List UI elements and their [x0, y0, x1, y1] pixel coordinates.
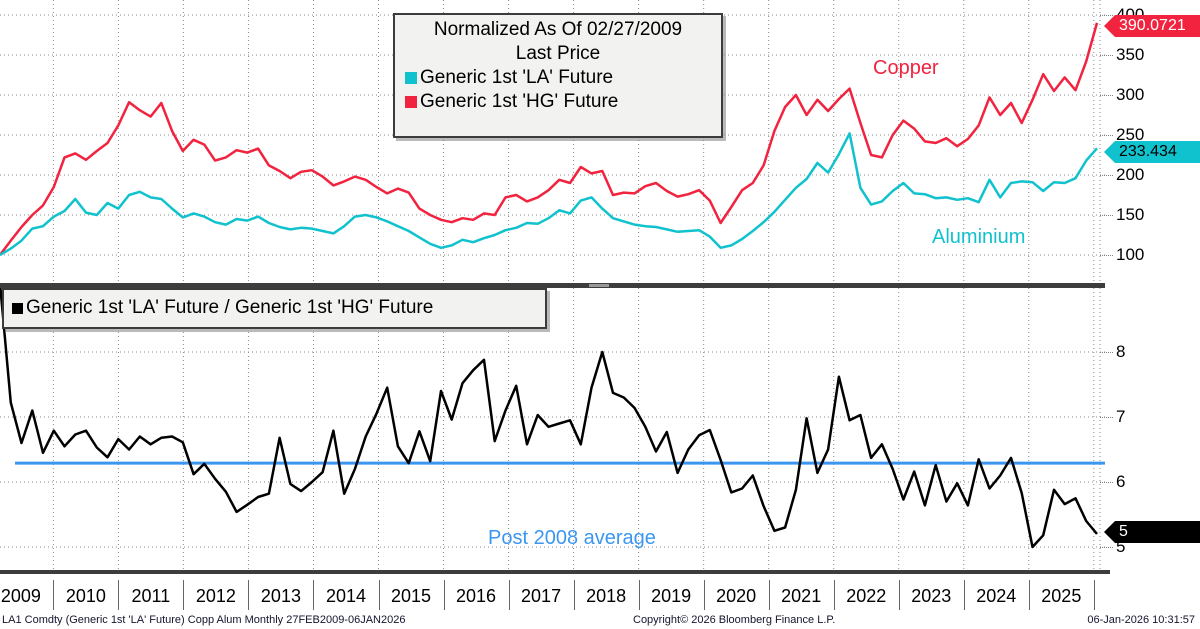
legend-item-la-future[interactable]: Generic 1st 'LA' Future [399, 66, 717, 90]
legend-item-hg-future[interactable]: Generic 1st 'HG' Future [399, 90, 717, 114]
y-axis-label: 200 [1116, 165, 1144, 185]
ratio-panel-legend[interactable]: Generic 1st 'LA' Future / Generic 1st 'H… [2, 288, 547, 329]
x-axis-year-separator [639, 580, 640, 610]
y-axis-tick [1100, 135, 1113, 136]
x-axis-year-label: 2024 [966, 586, 1026, 607]
y-axis-label: 8 [1116, 342, 1125, 362]
y-axis-tick [1100, 55, 1113, 56]
x-axis-year-separator [118, 580, 119, 610]
x-axis-year-label: 2017 [511, 586, 571, 607]
x-axis-year-label: 2019 [641, 586, 701, 607]
y-axis-tick [1100, 175, 1113, 176]
x-axis-year-label: 2023 [901, 586, 961, 607]
x-axis-year-label: 2020 [706, 586, 766, 607]
y-axis-tick [1100, 482, 1113, 483]
x-axis-year-label: 2022 [836, 586, 896, 607]
x-axis-year-label: 2015 [381, 586, 441, 607]
x-axis-year-separator [444, 580, 445, 610]
copper-last-price-tag: 390.0721 [1104, 15, 1200, 37]
legend-label-hg: Generic 1st 'HG' Future [420, 90, 618, 114]
ratio-series-swatch-icon [12, 303, 23, 314]
panel-divider-grip[interactable] [589, 284, 609, 287]
footer-bar: LA1 Comdty (Generic 1st 'LA' Future) Cop… [0, 614, 1200, 629]
y-axis-label: 150 [1116, 205, 1144, 225]
x-axis-year-label: 2016 [446, 586, 506, 607]
footer-copyright: Copyright© 2026 Bloomberg Finance L.P. [633, 614, 835, 626]
x-axis-year-label: 2021 [771, 586, 831, 607]
x-axis-year-separator [1029, 580, 1030, 610]
legend-label-ratio: Generic 1st 'LA' Future / Generic 1st 'H… [26, 296, 433, 320]
y-axis-label: 100 [1116, 245, 1144, 265]
x-axis-year-label: 2025 [1031, 586, 1091, 607]
x-axis-year-separator [1094, 580, 1095, 610]
y-axis-label: 7 [1116, 407, 1125, 427]
legend-label-la: Generic 1st 'LA' Future [420, 66, 613, 90]
x-axis-year-separator [379, 580, 380, 610]
aluminium-annotation: Aluminium [932, 226, 1025, 249]
x-axis-year-label: 2010 [56, 586, 116, 607]
y-axis-tick [1100, 547, 1113, 548]
aluminium-series-swatch-icon [405, 72, 417, 84]
x-axis-year-separator [509, 580, 510, 610]
x-axis-year-label: 2018 [576, 586, 636, 607]
copper-series-swatch-icon [405, 96, 417, 108]
y-axis-label: 300 [1116, 85, 1144, 105]
x-axis-year-label: 2009 [0, 586, 51, 607]
legend-title-last-price: Last Price [399, 42, 717, 66]
footer-security-info: LA1 Comdty (Generic 1st 'LA' Future) Cop… [2, 614, 405, 626]
price-panel-legend[interactable]: Normalized As Of 02/27/2009 Last Price G… [393, 13, 723, 138]
x-axis-year-label: 2011 [121, 586, 181, 607]
y-axis-tick [1100, 352, 1113, 353]
x-axis-year-separator [313, 580, 314, 610]
x-axis-year-separator [834, 580, 835, 610]
x-axis-year-separator [574, 580, 575, 610]
y-axis-tick [1100, 255, 1113, 256]
y-axis-tick [1100, 95, 1113, 96]
x-axis-year-label: 2012 [186, 586, 246, 607]
x-axis-year-separator [899, 580, 900, 610]
footer-timestamp: 06-Jan-2026 10:31:57 [1087, 614, 1195, 626]
x-axis-year-separator [53, 580, 54, 610]
x-axis-bar [0, 570, 1110, 574]
x-axis-year-separator [704, 580, 705, 610]
y-axis-tick [1100, 215, 1113, 216]
x-axis: 2009201020112012201320142015201620172018… [0, 576, 1200, 614]
copper-annotation: Copper [873, 57, 939, 80]
x-axis-year-label: 2013 [251, 586, 311, 607]
y-axis-tick [1100, 417, 1113, 418]
ratio-last-value-tag: 5 [1104, 521, 1200, 543]
post-2008-average-annotation: Post 2008 average [488, 527, 656, 550]
y-axis-tick [1100, 15, 1113, 16]
x-axis-year-separator [183, 580, 184, 610]
aluminium-last-price-tag: 233.434 [1104, 141, 1200, 163]
y-axis-label: 6 [1116, 472, 1125, 492]
x-axis-year-separator [769, 580, 770, 610]
x-axis-year-separator [248, 580, 249, 610]
x-axis-year-separator [964, 580, 965, 610]
legend-item-ratio[interactable]: Generic 1st 'LA' Future / Generic 1st 'H… [8, 296, 541, 320]
y-axis-label: 350 [1116, 45, 1144, 65]
x-axis-year-label: 2014 [316, 586, 376, 607]
legend-title-normalized: Normalized As Of 02/27/2009 [399, 18, 717, 42]
